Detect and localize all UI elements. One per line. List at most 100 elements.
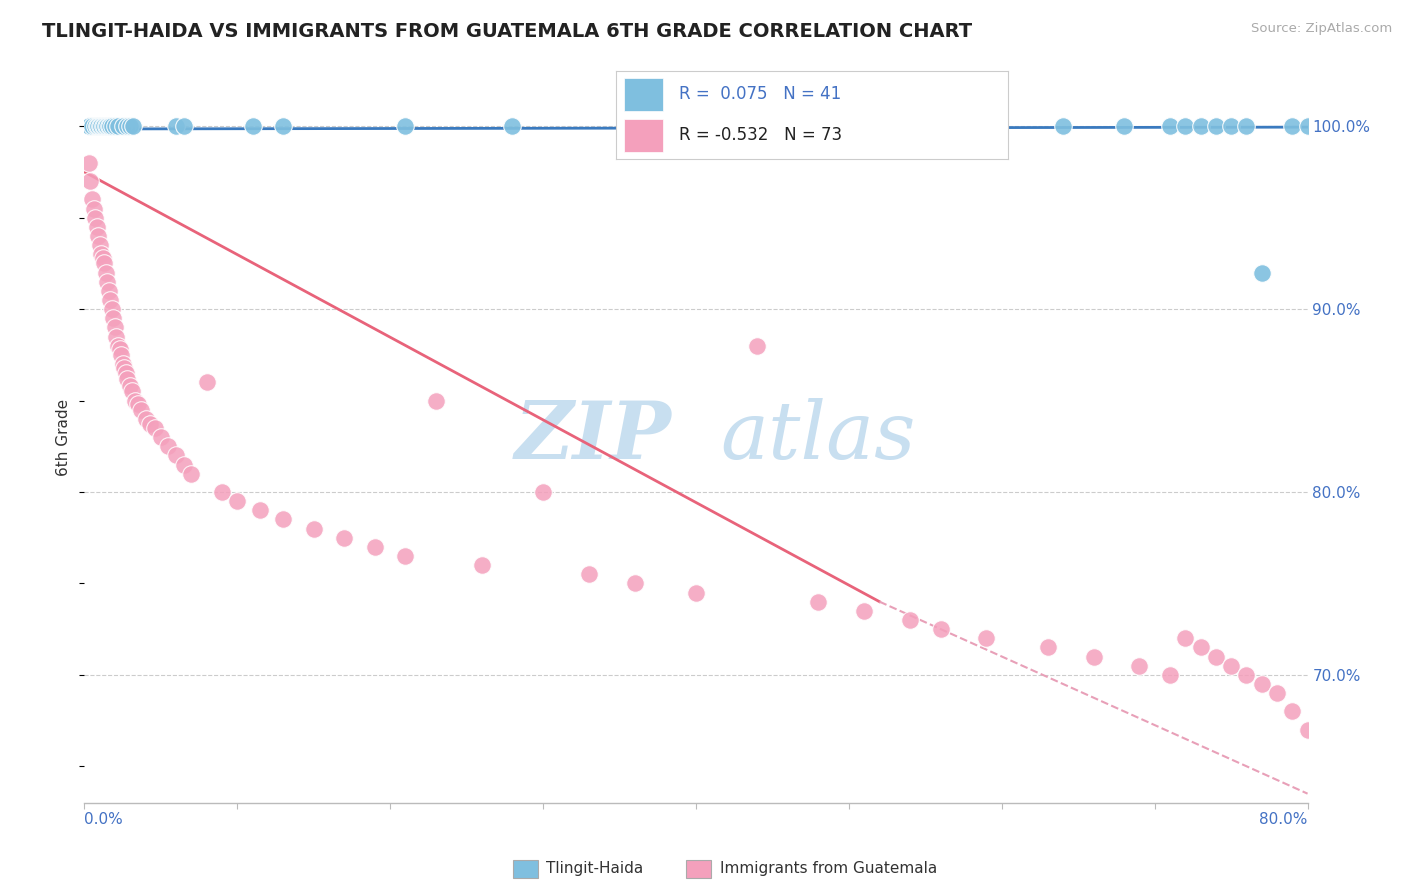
- Point: [394, 119, 416, 133]
- Point: [124, 393, 146, 408]
- Point: [578, 567, 600, 582]
- Text: 80.0%: 80.0%: [1260, 812, 1308, 827]
- Point: [93, 256, 115, 270]
- Point: [87, 228, 110, 243]
- Point: [1281, 119, 1303, 133]
- Point: [180, 467, 202, 481]
- Point: [929, 622, 952, 636]
- Point: [685, 585, 707, 599]
- Point: [195, 375, 218, 389]
- Point: [80, 119, 103, 133]
- Point: [242, 119, 264, 133]
- Point: [1236, 119, 1258, 133]
- Point: [731, 119, 754, 133]
- Point: [394, 549, 416, 563]
- Point: [425, 393, 447, 408]
- Point: [624, 576, 647, 591]
- Point: [84, 119, 107, 133]
- Text: 0.0%: 0.0%: [84, 812, 124, 827]
- Point: [97, 119, 120, 133]
- Text: ZIP: ZIP: [515, 399, 672, 475]
- Point: [531, 484, 554, 499]
- Point: [91, 119, 114, 133]
- Point: [84, 211, 107, 225]
- Point: [1174, 631, 1197, 645]
- Point: [302, 521, 325, 535]
- Point: [157, 439, 180, 453]
- Point: [121, 384, 143, 399]
- Point: [226, 494, 249, 508]
- Point: [471, 558, 494, 573]
- Point: [94, 265, 117, 279]
- Point: [1250, 265, 1272, 279]
- Point: [249, 503, 271, 517]
- Point: [94, 119, 117, 133]
- Point: [120, 119, 142, 133]
- Point: [107, 338, 129, 352]
- Point: [1159, 119, 1181, 133]
- Point: [110, 348, 132, 362]
- Text: Immigrants from Guatemala: Immigrants from Guatemala: [720, 862, 938, 876]
- Point: [111, 119, 134, 133]
- Point: [960, 119, 983, 133]
- Point: [364, 540, 387, 554]
- Text: Source: ZipAtlas.com: Source: ZipAtlas.com: [1251, 22, 1392, 36]
- Point: [91, 251, 114, 265]
- Point: [747, 338, 769, 352]
- Point: [333, 531, 356, 545]
- Point: [173, 119, 195, 133]
- Point: [1128, 658, 1150, 673]
- Point: [97, 284, 120, 298]
- Point: [77, 119, 100, 133]
- Point: [112, 360, 135, 375]
- Point: [165, 119, 187, 133]
- Point: [1189, 119, 1212, 133]
- Point: [898, 613, 921, 627]
- Point: [90, 247, 112, 261]
- Point: [1220, 658, 1243, 673]
- Point: [139, 417, 162, 432]
- Point: [1250, 677, 1272, 691]
- Point: [104, 119, 127, 133]
- Point: [149, 430, 172, 444]
- Point: [1205, 649, 1227, 664]
- Point: [1296, 723, 1319, 737]
- Point: [1036, 640, 1059, 655]
- Point: [80, 192, 103, 206]
- Point: [1296, 119, 1319, 133]
- Point: [807, 594, 830, 608]
- Point: [103, 311, 125, 326]
- Point: [1052, 119, 1074, 133]
- Point: [79, 174, 101, 188]
- Point: [89, 119, 111, 133]
- Point: [77, 155, 100, 169]
- Point: [853, 604, 876, 618]
- Point: [143, 421, 166, 435]
- Point: [101, 119, 124, 133]
- Point: [1220, 119, 1243, 133]
- Point: [90, 119, 112, 133]
- Y-axis label: 6th Grade: 6th Grade: [56, 399, 72, 475]
- Point: [271, 119, 294, 133]
- Text: atlas: atlas: [720, 399, 915, 475]
- Point: [86, 119, 108, 133]
- Point: [1083, 649, 1105, 664]
- Point: [1205, 119, 1227, 133]
- Point: [1281, 704, 1303, 718]
- Point: [101, 301, 124, 316]
- Text: TLINGIT-HAIDA VS IMMIGRANTS FROM GUATEMALA 6TH GRADE CORRELATION CHART: TLINGIT-HAIDA VS IMMIGRANTS FROM GUATEMA…: [42, 22, 973, 41]
- Point: [1159, 667, 1181, 681]
- Point: [1265, 686, 1288, 700]
- Point: [108, 343, 131, 357]
- Point: [111, 357, 134, 371]
- Point: [129, 402, 152, 417]
- Point: [96, 275, 118, 289]
- Point: [853, 119, 876, 133]
- Point: [1189, 640, 1212, 655]
- Point: [89, 238, 111, 252]
- Point: [976, 631, 998, 645]
- Point: [502, 119, 524, 133]
- Point: [93, 119, 115, 133]
- Point: [135, 411, 157, 425]
- Point: [122, 119, 145, 133]
